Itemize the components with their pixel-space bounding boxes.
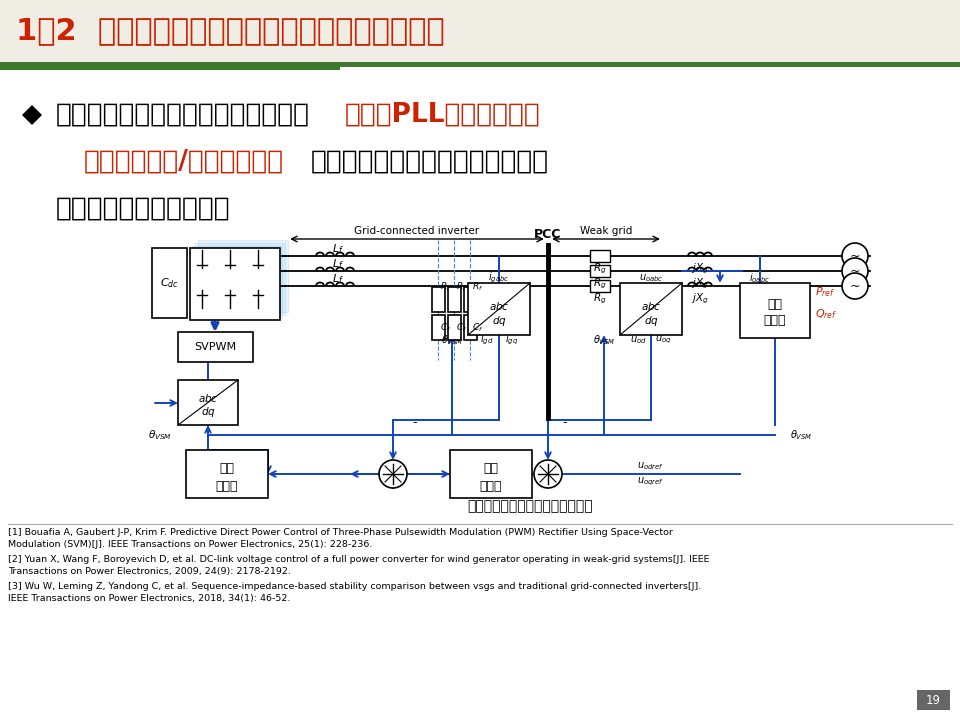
Text: [2] Yuan X, Wang F, Boroyevich D, et al. DC-link voltage control of a full power: [2] Yuan X, Wang F, Boroyevich D, et al.… — [8, 555, 709, 564]
Bar — [192, 246, 282, 318]
Bar — [464, 315, 477, 340]
Text: Grid-connected inverter: Grid-connected inverter — [354, 226, 480, 236]
Circle shape — [534, 460, 562, 488]
Text: Modulation (SVM)[J]. IEEE Transactions on Power Electronics, 25(1): 228-236.: Modulation (SVM)[J]. IEEE Transactions o… — [8, 540, 372, 549]
Text: （电压控制型/电网构造型）: （电压控制型/电网构造型） — [84, 149, 284, 175]
Bar — [148, 218, 920, 520]
Text: $u_{odref}$: $u_{odref}$ — [636, 460, 663, 472]
Bar — [590, 265, 610, 277]
Bar — [198, 240, 288, 312]
Bar — [590, 250, 610, 262]
Bar — [178, 332, 253, 362]
Text: $\theta_{VSM}$: $\theta_{VSM}$ — [592, 333, 615, 347]
Text: $Q_{ref}$: $Q_{ref}$ — [815, 307, 837, 321]
Text: $L_f$: $L_f$ — [332, 272, 344, 286]
Text: $C_f$: $C_f$ — [472, 322, 484, 334]
Text: $\theta_{VSM}$: $\theta_{VSM}$ — [790, 428, 812, 442]
Text: $u_{oqref}$: $u_{oqref}$ — [636, 476, 663, 488]
Text: 为了克服电流源的不足，可采用一种: 为了克服电流源的不足，可采用一种 — [56, 102, 310, 128]
Text: $i_{gd}$: $i_{gd}$ — [480, 333, 493, 347]
Text: 调节器: 调节器 — [480, 480, 502, 492]
Text: IEEE Transactions on Power Electronics, 2018, 34(1): 46-52.: IEEE Transactions on Power Electronics, … — [8, 594, 290, 603]
Text: $R_f$: $R_f$ — [441, 281, 451, 293]
Bar — [186, 450, 268, 498]
Text: $dq$: $dq$ — [492, 314, 506, 328]
Text: $L_f$: $L_f$ — [332, 242, 344, 256]
Text: $i_{gabc}$: $i_{gabc}$ — [489, 271, 510, 285]
Text: $abc$: $abc$ — [489, 300, 509, 312]
Text: $R_g$: $R_g$ — [593, 262, 607, 276]
Bar — [468, 283, 530, 335]
Text: $R_f$: $R_f$ — [456, 281, 468, 293]
Text: $u_{od}$: $u_{od}$ — [630, 334, 647, 346]
Text: $u_{oabc}$: $u_{oabc}$ — [638, 272, 663, 284]
Bar — [917, 690, 950, 710]
Bar — [620, 283, 682, 335]
Bar — [432, 287, 445, 312]
Text: 19: 19 — [925, 693, 941, 706]
Text: ~: ~ — [850, 250, 860, 263]
Bar — [464, 287, 477, 312]
Bar — [152, 248, 187, 318]
Circle shape — [842, 243, 868, 269]
Text: 调节器: 调节器 — [216, 480, 238, 492]
Circle shape — [842, 273, 868, 299]
Text: $u_{oq}$: $u_{oq}$ — [655, 334, 671, 346]
Text: $jX_g$: $jX_g$ — [691, 292, 708, 306]
Text: 电流: 电流 — [220, 462, 234, 475]
Text: $C_f$: $C_f$ — [456, 322, 468, 334]
Text: -: - — [563, 416, 567, 430]
Text: $C_{dc}$: $C_{dc}$ — [159, 276, 179, 290]
Text: $abc$: $abc$ — [198, 392, 218, 404]
Text: $i_{oabc}$: $i_{oabc}$ — [750, 271, 771, 285]
Circle shape — [842, 258, 868, 284]
Text: $R_f$: $R_f$ — [472, 281, 484, 293]
Text: $jX_g$: $jX_g$ — [691, 276, 708, 291]
Text: Weak grid: Weak grid — [580, 226, 633, 236]
Text: $\theta_{VSM}$: $\theta_{VSM}$ — [441, 333, 464, 347]
Bar — [448, 287, 461, 312]
Text: 1．2  电压源模式并网逆变器控制及其存在的问题: 1．2 电压源模式并网逆变器控制及其存在的问题 — [16, 17, 444, 45]
Text: $abc$: $abc$ — [640, 300, 661, 312]
Text: [1] Bouafia A, Gaubert J-P, Krim F. Predictive Direct Power Control of Three-Pha: [1] Bouafia A, Gaubert J-P, Krim F. Pred… — [8, 528, 673, 537]
Text: $R_g$: $R_g$ — [593, 276, 607, 291]
Text: $P_{ref}$: $P_{ref}$ — [815, 285, 835, 299]
Text: $L_f$: $L_f$ — [332, 257, 344, 271]
Text: 不使用PLL的电压源模式: 不使用PLL的电压源模式 — [345, 102, 540, 128]
Text: $R_g$: $R_g$ — [593, 292, 607, 306]
Text: 电网下有较好的稳定性。: 电网下有较好的稳定性。 — [56, 196, 230, 222]
Text: $dq$: $dq$ — [201, 405, 215, 419]
Bar — [0, 62, 960, 67]
Bar — [448, 315, 461, 340]
Text: $dq$: $dq$ — [643, 314, 659, 328]
Text: $\theta_{VSM}$: $\theta_{VSM}$ — [148, 428, 172, 442]
Text: $C_f$: $C_f$ — [441, 322, 451, 334]
Text: ~: ~ — [850, 279, 860, 292]
Bar — [0, 67, 340, 70]
Text: SVPWM: SVPWM — [194, 342, 236, 352]
Text: $i_{gq}$: $i_{gq}$ — [505, 333, 518, 347]
Circle shape — [379, 460, 407, 488]
Bar — [740, 283, 810, 338]
Bar — [432, 315, 445, 340]
Text: ，现有文献研究表明该模式在极弱: ，现有文献研究表明该模式在极弱 — [311, 149, 549, 175]
Text: $jX_g$: $jX_g$ — [691, 262, 708, 276]
Bar — [195, 243, 285, 315]
Text: 电压: 电压 — [484, 462, 498, 475]
Text: -: - — [413, 416, 418, 430]
Bar — [178, 380, 238, 425]
Text: 电压源模式并网逆变器控制原理图: 电压源模式并网逆变器控制原理图 — [468, 499, 593, 513]
Text: PCC: PCC — [535, 228, 562, 240]
Text: [3] Wu W, Leming Z, Yandong C, et al. Sequence-impedance-based stability compari: [3] Wu W, Leming Z, Yandong C, et al. Se… — [8, 582, 701, 591]
Text: ~: ~ — [850, 264, 860, 277]
Bar — [0, 0, 960, 62]
Text: 功率: 功率 — [767, 299, 782, 312]
Bar — [450, 450, 532, 498]
Bar — [590, 280, 610, 292]
Bar — [190, 248, 280, 320]
Text: 控制器: 控制器 — [764, 315, 786, 328]
Text: Transactions on Power Electronics, 2009, 24(9): 2178-2192.: Transactions on Power Electronics, 2009,… — [8, 567, 291, 576]
